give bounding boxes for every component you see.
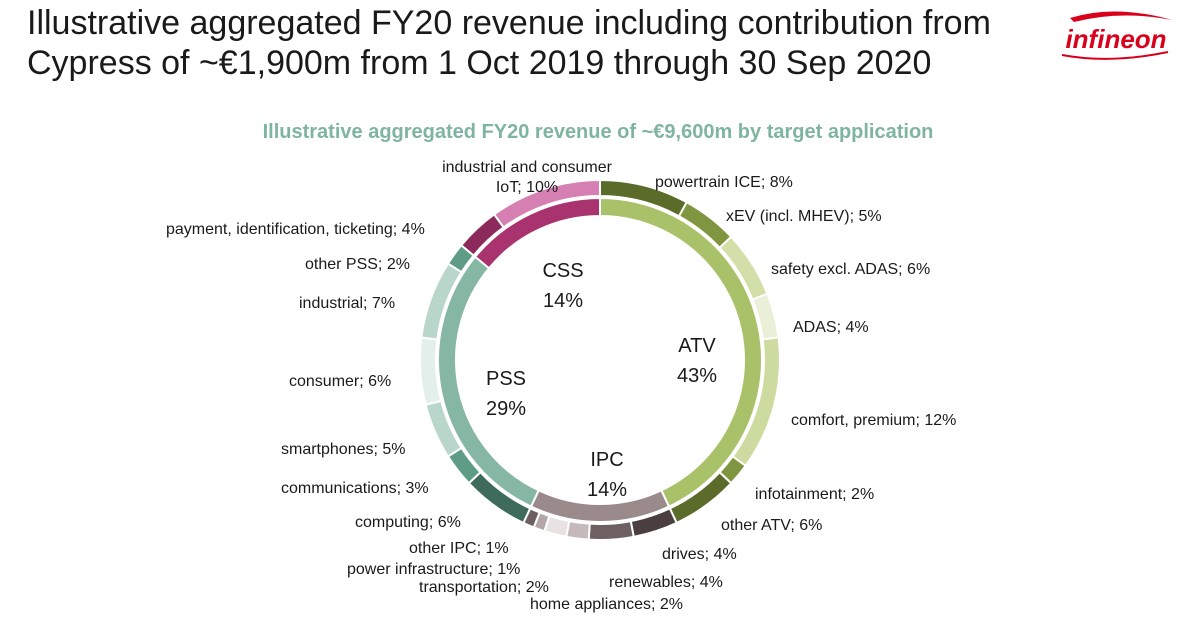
- label-industrial-7: industrial; 7%: [299, 295, 395, 312]
- logo-text: infineon: [1065, 24, 1166, 54]
- outer-slice-industrial-and-consumer-iot-10: [492, 178, 601, 229]
- outer-slice-home-appliances-2: [565, 519, 591, 541]
- segment-name-atv: ATV: [678, 335, 716, 357]
- segment-value-atv: 43%: [677, 365, 717, 387]
- infineon-logo: infineon: [1061, 11, 1172, 60]
- title-line-2: Cypress of ~€1,900m from 1 Oct 2019 thro…: [27, 44, 932, 82]
- label-computing-6: computing; 6%: [355, 514, 461, 531]
- label-power-infrastructure-1: power infrastructure; 1%: [347, 561, 520, 578]
- inner-ring: [437, 196, 763, 523]
- label-other-atv-6: other ATV; 6%: [721, 517, 822, 534]
- label-smartphones-5: smartphones; 5%: [281, 441, 406, 458]
- label-safety-excl-adas-6: safety excl. ADAS; 6%: [771, 261, 930, 278]
- logo-swoosh: [1070, 11, 1172, 22]
- segment-name-ipc: IPC: [590, 449, 623, 471]
- label-comfort-premium-12: comfort, premium; 12%: [791, 412, 956, 429]
- label-adas-4: ADAS; 4%: [793, 319, 869, 336]
- label-home-appliances-2: home appliances; 2%: [530, 596, 683, 613]
- label-communications-3: communications; 3%: [281, 480, 429, 497]
- label-consumer-6: consumer; 6%: [289, 373, 391, 390]
- page-title: Illustrative aggregated FY20 revenue inc…: [27, 3, 991, 83]
- chart-title: Illustrative aggregated FY20 revenue of …: [263, 121, 934, 143]
- label-line: IoT; 10%: [496, 179, 558, 196]
- label-transportation-2: transportation; 2%: [419, 579, 549, 596]
- label-line: industrial and consumer: [442, 159, 613, 176]
- label-other-pss-2: other PSS; 2%: [305, 256, 410, 273]
- outer-ring: [419, 178, 781, 541]
- logo-underline: [1061, 51, 1169, 60]
- segment-name-css: CSS: [542, 260, 583, 282]
- inner-labels: ATV 43% IPC 14% PSS 29% CSS 14%: [486, 260, 717, 501]
- label-infotainment-2: infotainment; 2%: [755, 486, 874, 503]
- label-payment-identification-ticketing-4: payment, identification, ticketing; 4%: [166, 221, 425, 238]
- label-powertrain-ice-8: powertrain ICE; 8%: [655, 174, 793, 191]
- label-renewables-4: renewables; 4%: [609, 574, 723, 591]
- segment-value-css: 14%: [543, 290, 583, 312]
- segment-name-pss: PSS: [486, 368, 526, 390]
- title-line-1: Illustrative aggregated FY20 revenue inc…: [27, 4, 991, 42]
- outer-labels: powertrain ICE; 8% xEV (incl. MHEV); 5% sa…: [166, 159, 956, 613]
- outer-slice-renewables-4: [587, 519, 635, 541]
- segment-value-ipc: 14%: [587, 479, 627, 501]
- segment-value-pss: 29%: [486, 398, 526, 420]
- label-drives-4: drives; 4%: [662, 546, 737, 563]
- label-other-ipc-1: other IPC; 1%: [409, 540, 509, 557]
- inner-slice-css: [473, 196, 601, 270]
- label-industrial-and-consumer-iot-10: industrial and consumer IoT; 10%: [442, 159, 613, 196]
- label-xev-incl-mhev-5: xEV (incl. MHEV); 5%: [726, 208, 882, 225]
